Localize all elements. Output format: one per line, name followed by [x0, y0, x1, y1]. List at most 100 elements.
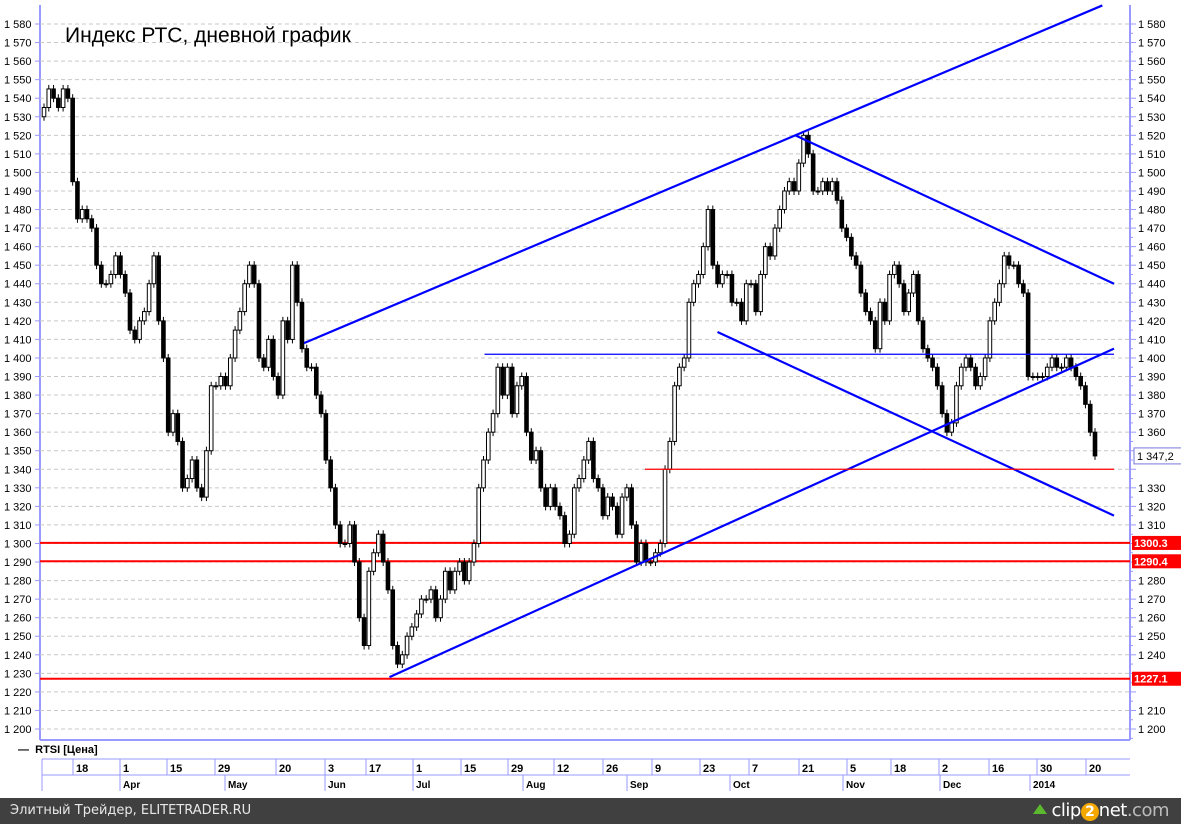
candle — [576, 474, 582, 492]
candle — [978, 372, 983, 390]
candle-body-up — [586, 440, 591, 461]
candle — [686, 298, 692, 362]
candle-body-down — [333, 487, 338, 526]
candle — [208, 381, 214, 455]
x-tick-label: 29 — [218, 763, 230, 775]
candle — [815, 186, 821, 195]
candle — [414, 609, 419, 631]
candle — [299, 298, 305, 353]
candle — [1001, 251, 1007, 288]
candle-body-down — [1078, 376, 1083, 387]
candle — [180, 437, 185, 492]
candle-body-down — [872, 320, 878, 350]
candle-body-down — [223, 376, 228, 387]
candle-body-down — [925, 348, 931, 359]
y-tick-label-left: 1 540 — [4, 93, 32, 105]
candle — [404, 632, 410, 659]
candle — [739, 298, 744, 325]
candle — [1087, 400, 1093, 437]
candle-body-up — [490, 413, 496, 433]
y-tick-label-left: 1 380 — [4, 390, 32, 402]
y-tick-label-right: 1 450 — [1138, 260, 1166, 272]
candle — [528, 428, 534, 464]
candle — [920, 316, 926, 353]
y-tick-label-right: 1 390 — [1138, 372, 1166, 384]
candle — [734, 298, 740, 307]
candle-body-down — [834, 181, 840, 201]
x-month-label: Oct — [733, 780, 750, 791]
candle — [982, 353, 988, 381]
candle — [882, 298, 888, 325]
candle-body-down — [127, 292, 133, 331]
candle-body-down — [156, 255, 161, 322]
candle — [753, 279, 759, 316]
candle — [419, 595, 424, 618]
candle — [791, 177, 797, 195]
y-tick-label-left: 1 570 — [4, 38, 32, 50]
candle — [720, 270, 725, 288]
candle — [834, 177, 840, 205]
candle-body-down — [538, 450, 544, 489]
candle — [634, 520, 639, 567]
candle — [782, 186, 787, 214]
candle — [729, 270, 735, 307]
candle-body-down — [739, 301, 744, 322]
y-tick-label-right: 1 500 — [1138, 167, 1166, 179]
candle-body-up — [796, 162, 802, 192]
candle — [743, 279, 749, 325]
candle-body-up — [987, 320, 993, 359]
candle — [428, 585, 434, 604]
y-tick-label-left: 1 390 — [4, 372, 32, 384]
candle — [165, 353, 171, 437]
candle — [724, 270, 730, 279]
last-price-label: 1 347,2 — [1137, 451, 1174, 463]
x-tick-label: 1 — [416, 763, 422, 775]
candle-body-down — [634, 524, 639, 563]
candle-body-down — [1006, 255, 1012, 266]
candle-body-up — [801, 134, 806, 164]
candle-body-up — [748, 283, 754, 286]
candle-body-up — [41, 106, 47, 118]
candle-body-down — [199, 487, 204, 498]
candle — [170, 409, 176, 437]
y-tick-label-right: 1 360 — [1138, 427, 1166, 439]
candle-body-down — [868, 311, 873, 322]
candle-body-up — [151, 255, 157, 285]
candle — [796, 159, 802, 195]
candle-body-up — [342, 542, 348, 545]
candle-body-down — [595, 478, 601, 489]
candle-body-down — [84, 209, 90, 220]
candle — [758, 270, 763, 316]
y-tick-label-left: 1 460 — [4, 242, 32, 254]
candle-body-down — [1068, 357, 1074, 368]
y-tick-label-right: 1 510 — [1138, 149, 1166, 161]
candle — [142, 307, 147, 325]
candle-body-down — [767, 246, 773, 257]
x-tick-label: 26 — [606, 763, 618, 775]
footer-source: Элитный Трейдер, ELITETRADER.RU — [10, 803, 252, 818]
candle-body-down — [839, 199, 845, 229]
candle — [868, 307, 873, 325]
candle — [409, 622, 415, 641]
candle-body-up — [79, 209, 85, 220]
candle — [887, 270, 892, 325]
candle-body-down — [1021, 283, 1026, 294]
candle-body-down — [51, 88, 56, 99]
candle — [767, 242, 773, 260]
candle — [930, 353, 935, 372]
x-tick-label: 7 — [752, 763, 758, 775]
candle — [323, 409, 329, 464]
candle-body-up — [581, 459, 587, 480]
candle-body-up — [705, 209, 711, 248]
candle-body-down — [614, 505, 620, 535]
candle-body-up — [414, 613, 419, 628]
candle — [56, 94, 61, 112]
candle — [877, 298, 883, 353]
candle-body-up — [481, 459, 486, 489]
candle — [1035, 372, 1040, 381]
candle — [863, 289, 868, 316]
candle — [1006, 251, 1012, 270]
candle-body-up — [997, 283, 1002, 303]
candle-body-up — [108, 273, 114, 285]
candle — [189, 455, 195, 483]
